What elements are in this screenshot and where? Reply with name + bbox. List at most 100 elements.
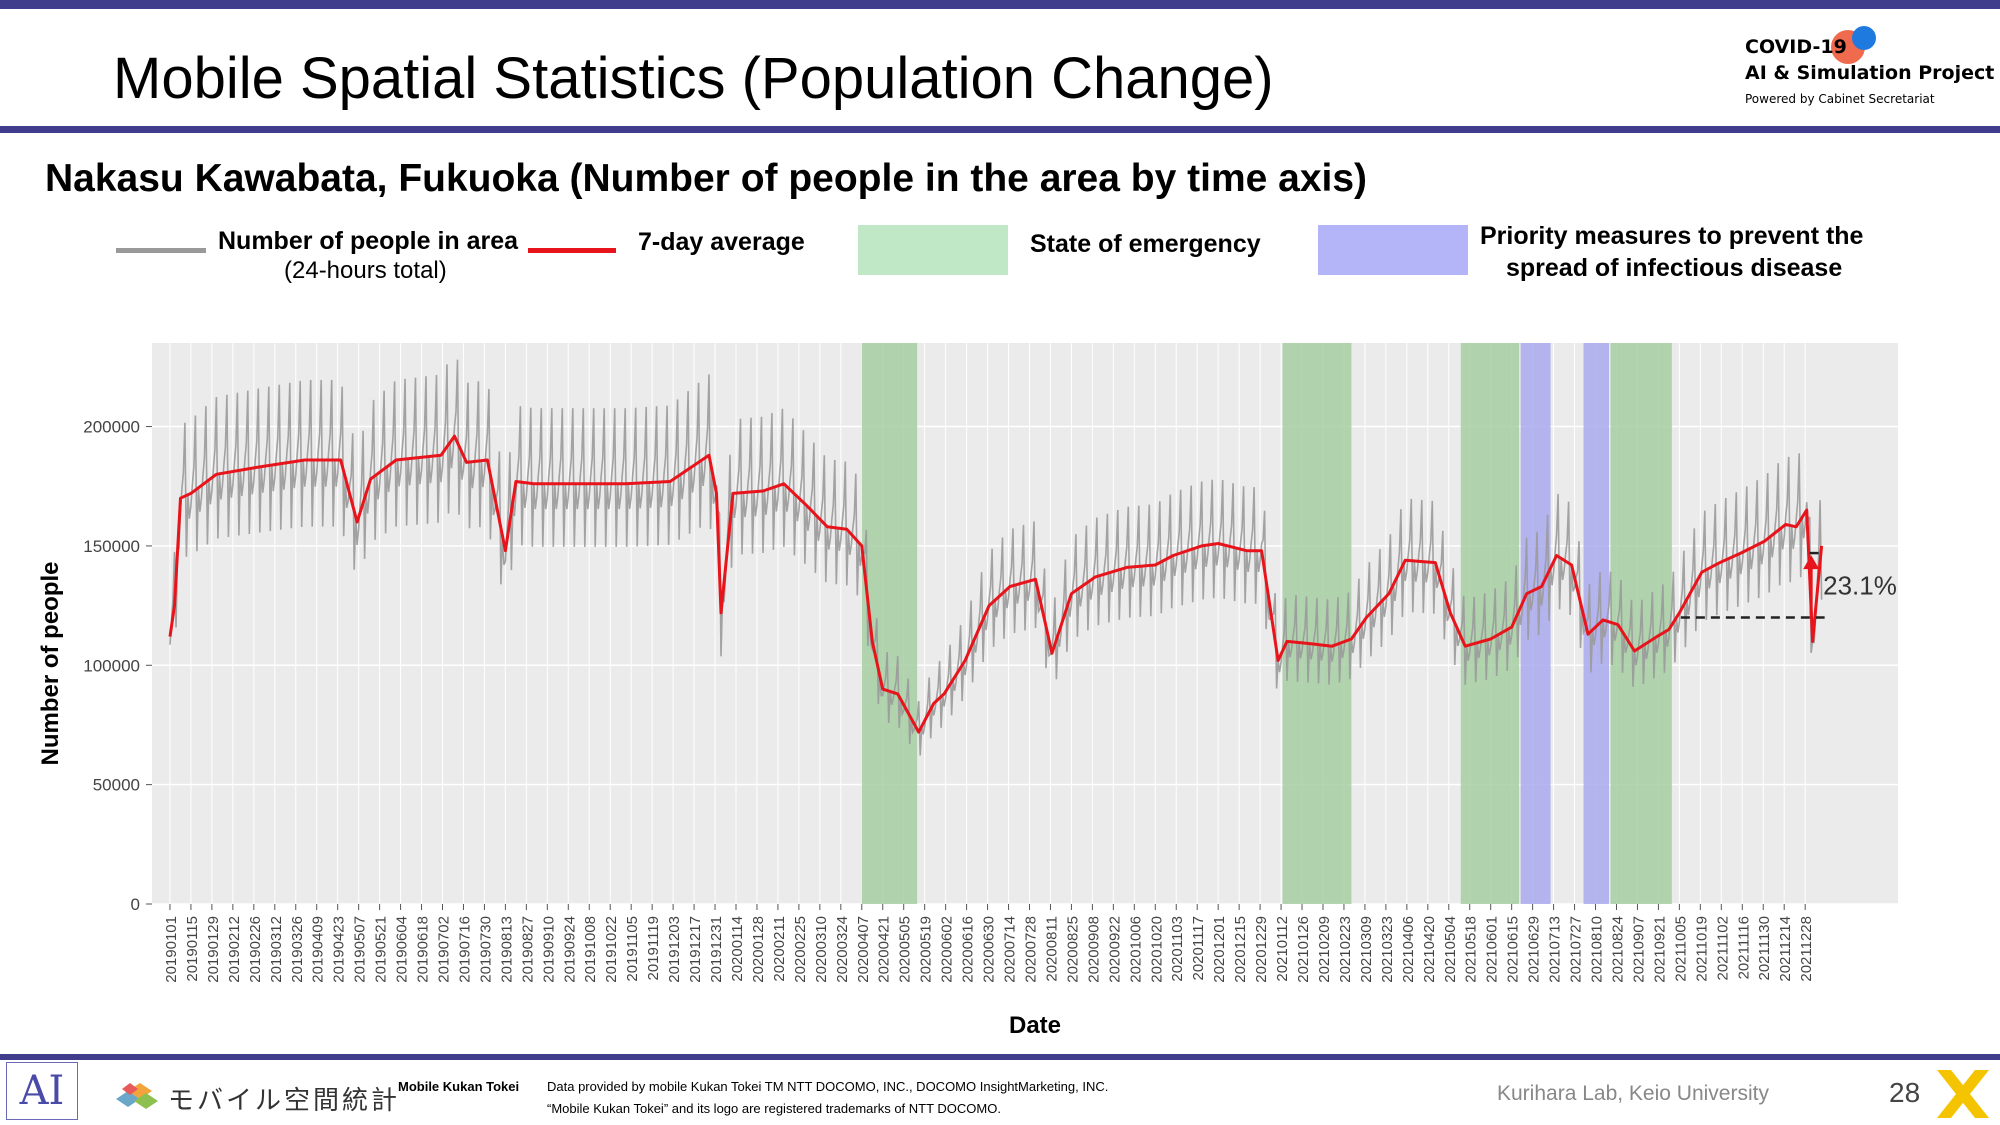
x-tick-label: 20201229 — [1253, 916, 1270, 983]
x-tick-label: 20210615 — [1505, 916, 1522, 983]
x-tick-label: 20200922 — [1106, 916, 1123, 983]
x-tick-label: 20210601 — [1484, 916, 1501, 983]
x-tick-label: 20211005 — [1672, 916, 1689, 982]
covid-project-logo: COVID-19 AI & Simulation Project Powered… — [1745, 22, 1994, 122]
x-tick-label: 20200324 — [834, 916, 851, 983]
x-tick-label: 20200519 — [918, 916, 935, 983]
x-tick-label: 20210810 — [1589, 916, 1606, 983]
x-tick-label: 20210112 — [1274, 916, 1291, 982]
x-tick-label: 20190212 — [226, 916, 243, 983]
x-tick-label: 20191119 — [645, 916, 662, 981]
x-logo-icon — [1937, 1070, 1989, 1118]
x-tick-label: 20190618 — [415, 916, 432, 983]
x-tick-label: 20200407 — [855, 916, 872, 983]
lab-logo-ai-icon: AI — [6, 1062, 78, 1120]
x-tick-label: 20190716 — [456, 916, 473, 983]
page-title: Mobile Spatial Statistics (Population Ch… — [113, 46, 1274, 111]
x-tick-label: 20190730 — [477, 916, 494, 983]
x-tick-label: 20210921 — [1651, 916, 1668, 983]
x-tick-label: 20190507 — [352, 916, 369, 983]
x-tick-label: 20191203 — [666, 916, 683, 983]
mobile-kukan-en-label: Mobile Kukan Tokei — [398, 1079, 520, 1094]
x-tick-label: 20201020 — [1148, 916, 1165, 983]
x-tick-label: 20190827 — [519, 916, 536, 983]
x-tick-label: 20200602 — [939, 916, 956, 983]
x-tick-label: 20190423 — [331, 916, 348, 983]
x-tick-label: 20210126 — [1295, 916, 1312, 983]
legend-priority-label-line1: Priority measures to prevent the — [1480, 222, 1864, 250]
footer-divider — [0, 1054, 2000, 1060]
title-divider — [0, 126, 2000, 133]
x-tick-label: 20211116 — [1735, 916, 1752, 979]
legend-people-swatch — [116, 248, 206, 253]
x-tick-label: 20191105 — [624, 916, 641, 982]
footer-credit-line2: “Mobile Kukan Tokei” and its logo are re… — [547, 1101, 1001, 1116]
priority-period-band — [1520, 343, 1551, 904]
x-tick-label: 20191022 — [603, 916, 620, 983]
x-tick-label: 20190129 — [205, 916, 222, 983]
legend-priority-swatch — [1318, 225, 1468, 275]
x-tick-label: 20210713 — [1547, 916, 1564, 983]
x-tick-label: 20190924 — [561, 916, 578, 983]
emergency-period-band — [1460, 343, 1520, 904]
x-tick-label: 20200128 — [750, 916, 767, 983]
x-tick-label: 20201215 — [1232, 916, 1249, 983]
y-tick-label: 200000 — [83, 418, 140, 437]
x-tick-label: 20211130 — [1756, 916, 1773, 981]
legend-average-label: 7-day average — [638, 228, 805, 256]
footer-credit-line1: Data provided by mobile Kukan Tokei TM N… — [547, 1079, 1109, 1094]
x-tick-label: 20190409 — [310, 916, 327, 983]
chart-subtitle: Nakasu Kawabata, Fukuoka (Number of peop… — [45, 157, 1368, 200]
mobile-kukan-logo-icon — [116, 1083, 158, 1109]
x-tick-label: 20200114 — [729, 916, 746, 982]
x-tick-label: 20210504 — [1442, 916, 1459, 983]
x-tick-label: 20190115 — [184, 916, 201, 982]
x-tick-label: 20201103 — [1169, 916, 1186, 982]
top-accent-bar — [0, 0, 2000, 9]
x-tick-label: 20190910 — [540, 916, 557, 983]
x-tick-label: 20211228 — [1798, 916, 1815, 982]
x-tick-label: 20190521 — [373, 916, 390, 983]
page-number: 28 — [1889, 1077, 1921, 1108]
mobile-kukan-jp-logo: モバイル空間統計 — [168, 1086, 401, 1116]
logo-dot-blue-icon — [1852, 26, 1876, 50]
annotation-percent-label: 23.1% — [1823, 570, 1897, 600]
legend-people-label: Number of people in area — [218, 227, 519, 255]
x-tick-label: 20200630 — [981, 916, 998, 983]
x-tick-label: 20211019 — [1693, 916, 1710, 982]
x-tick-label: 20190702 — [436, 916, 453, 983]
x-tick-label: 20190326 — [289, 916, 306, 983]
legend-average-swatch — [528, 248, 616, 253]
x-tick-label: 20190604 — [394, 916, 411, 983]
y-tick-label: 100000 — [83, 656, 140, 675]
x-tick-label: 20210518 — [1463, 916, 1480, 983]
x-tick-label: 20210209 — [1316, 916, 1333, 983]
x-tick-label: 20201201 — [1211, 916, 1228, 983]
x-tick-label: 20200225 — [792, 916, 809, 983]
footer-lab-name: Kurihara Lab, Keio University — [1497, 1082, 1769, 1105]
x-tick-label: 20200505 — [897, 916, 914, 983]
x-tick-label: 20210223 — [1337, 916, 1354, 983]
x-tick-label: 20200714 — [1002, 916, 1019, 983]
x-tick-label: 20210323 — [1379, 916, 1396, 983]
legend-emergency-swatch — [858, 225, 1008, 275]
x-tick-label: 20210420 — [1421, 916, 1438, 983]
x-tick-label: 20210309 — [1358, 916, 1375, 983]
y-tick-label: 50000 — [93, 776, 140, 795]
x-tick-label: 20191217 — [687, 916, 704, 983]
legend-priority-label-line2: spread of infectious disease — [1506, 254, 1843, 282]
x-tick-label: 20210727 — [1568, 916, 1585, 983]
project-logo-line2: AI & Simulation Project — [1745, 62, 1995, 84]
y-axis-title: Number of people — [37, 561, 64, 765]
x-tick-label: 20211214 — [1777, 916, 1794, 982]
x-tick-label: 20200421 — [876, 916, 893, 983]
annotation-arrow-head — [1803, 555, 1820, 570]
legend-people-sublabel: (24-hours total) — [284, 257, 447, 284]
y-tick-label: 0 — [131, 895, 140, 914]
x-tick-label: 20190312 — [268, 916, 285, 983]
project-logo-line1: COVID-19 — [1745, 36, 1847, 58]
y-tick-label: 150000 — [83, 537, 140, 556]
x-tick-label: 20200825 — [1064, 916, 1081, 983]
x-tick-label: 20210629 — [1526, 916, 1543, 983]
x-tick-label: 20200310 — [813, 916, 830, 983]
